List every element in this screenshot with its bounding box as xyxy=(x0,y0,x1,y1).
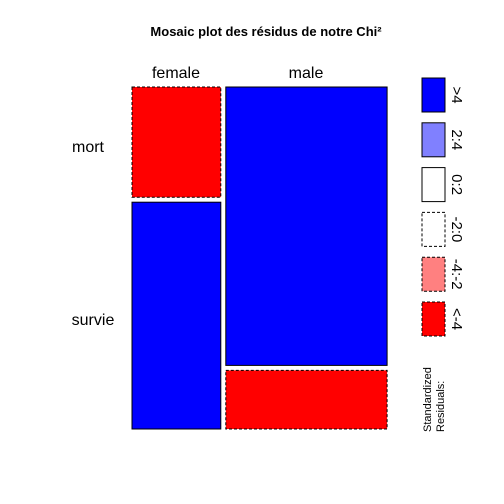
legend-title-line-2: Residuals: xyxy=(435,381,447,432)
column-label-female: female xyxy=(152,65,200,82)
legend-label-3: -2:0 xyxy=(448,216,465,242)
row-label-mort: mort xyxy=(72,139,105,156)
row-label-survie: survie xyxy=(72,312,115,329)
legend-swatch-4 xyxy=(421,256,446,292)
legend-swatch-3 xyxy=(421,211,446,247)
legend: >4 2:4 0:2 -2:0 -4:-2 <-4 xyxy=(421,77,465,337)
legend-label-2: 0:2 xyxy=(448,174,465,195)
legend-swatch-5 xyxy=(421,301,446,337)
column-label-male: male xyxy=(289,65,324,82)
tile-female-survie xyxy=(131,201,222,430)
legend-swatch-1 xyxy=(421,122,446,158)
tile-male-mort xyxy=(225,86,388,366)
mosaic-tiles xyxy=(131,86,388,430)
legend-title-line-1: Standardized xyxy=(422,367,434,432)
legend-label-4: -4:-2 xyxy=(448,259,465,290)
legend-swatch-0 xyxy=(421,77,446,113)
tile-male-survie xyxy=(225,369,388,430)
legend-label-1: 2:4 xyxy=(448,129,465,150)
chart-title: Mosaic plot des résidus de notre Chi² xyxy=(150,24,382,39)
legend-swatch-2 xyxy=(421,167,446,203)
tile-female-mort xyxy=(131,86,222,198)
legend-label-0: >4 xyxy=(448,86,465,103)
legend-label-5: <-4 xyxy=(448,308,465,330)
